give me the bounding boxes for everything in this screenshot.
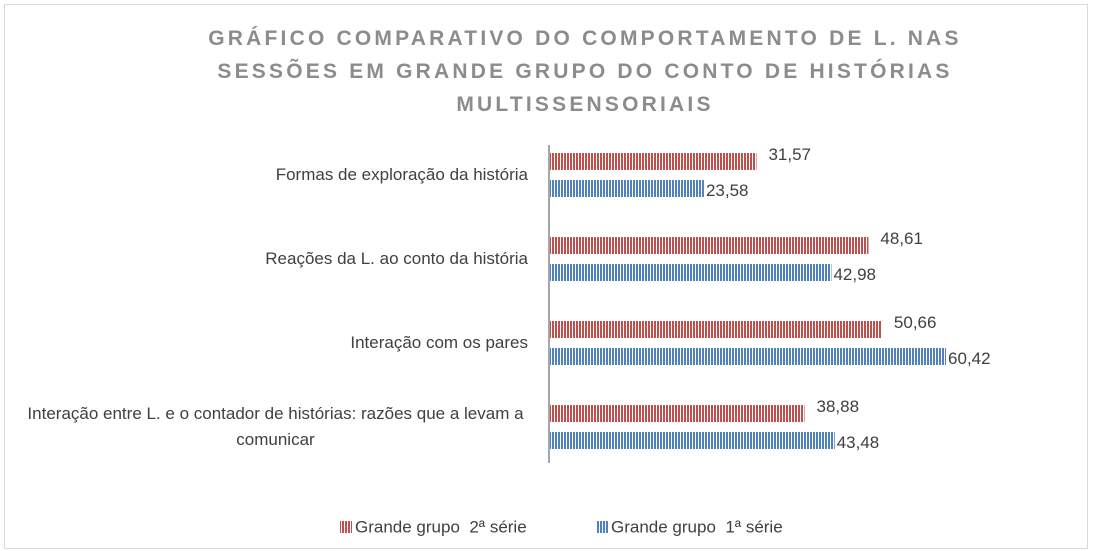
bar bbox=[549, 321, 882, 338]
category-label: Interação entre L. e o contador de histó… bbox=[8, 401, 528, 453]
category-label: Interação com os pares bbox=[8, 330, 528, 356]
bar bbox=[549, 153, 757, 170]
legend-swatch bbox=[596, 521, 608, 533]
data-label: 23,58 bbox=[706, 181, 749, 200]
data-label: 48,61 bbox=[880, 229, 923, 248]
data-label: 43,48 bbox=[837, 433, 880, 452]
legend-label: Grande grupo 1ª série bbox=[611, 517, 783, 536]
category-text: Formas de exploração da história bbox=[275, 165, 528, 184]
bar bbox=[549, 180, 704, 197]
data-label: 38,88 bbox=[816, 397, 859, 416]
data-label: 50,66 bbox=[894, 313, 937, 332]
category-label: Reações da L. ao conto da história bbox=[8, 246, 528, 272]
data-label: 42,98 bbox=[833, 265, 876, 284]
data-label: 60,42 bbox=[948, 349, 991, 368]
legend-label: Grande grupo 2ª série bbox=[355, 517, 527, 536]
chart-frame bbox=[4, 4, 1088, 549]
bar bbox=[549, 405, 805, 422]
data-label: 31,57 bbox=[768, 145, 811, 164]
bar bbox=[549, 237, 869, 254]
bar bbox=[549, 348, 947, 365]
category-label: Formas de exploração da história bbox=[8, 162, 528, 188]
category-text: Interação com os pares bbox=[350, 333, 528, 352]
chart-title: GRÁFICO COMPARATIVO DO COMPORTAMENTO DE … bbox=[208, 27, 962, 116]
legend-swatch bbox=[340, 521, 352, 533]
category-text: Interação entre L. e o contador de histó… bbox=[27, 404, 524, 449]
bar bbox=[549, 432, 835, 449]
bar bbox=[549, 264, 832, 281]
category-text: Reações da L. ao conto da história bbox=[265, 249, 528, 268]
